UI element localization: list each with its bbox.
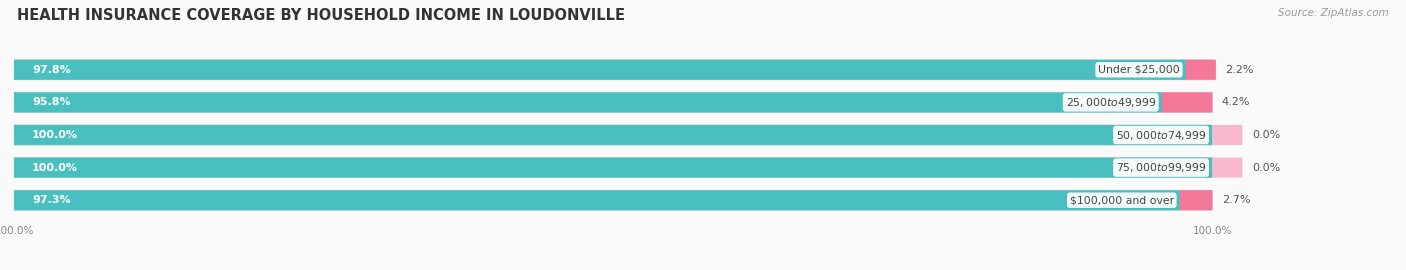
FancyBboxPatch shape xyxy=(14,158,1212,178)
Text: 100.0%: 100.0% xyxy=(32,163,77,173)
FancyBboxPatch shape xyxy=(14,125,1212,145)
Text: Under $25,000: Under $25,000 xyxy=(1098,65,1180,75)
FancyBboxPatch shape xyxy=(14,190,1212,210)
FancyBboxPatch shape xyxy=(1180,190,1212,210)
Text: 2.7%: 2.7% xyxy=(1222,195,1250,205)
FancyBboxPatch shape xyxy=(14,125,1212,145)
FancyBboxPatch shape xyxy=(1161,92,1212,112)
Text: $50,000 to $74,999: $50,000 to $74,999 xyxy=(1116,129,1206,141)
Text: 97.3%: 97.3% xyxy=(32,195,70,205)
Text: 95.8%: 95.8% xyxy=(32,97,70,107)
Text: $25,000 to $49,999: $25,000 to $49,999 xyxy=(1066,96,1156,109)
Text: $75,000 to $99,999: $75,000 to $99,999 xyxy=(1116,161,1206,174)
Text: HEALTH INSURANCE COVERAGE BY HOUSEHOLD INCOME IN LOUDONVILLE: HEALTH INSURANCE COVERAGE BY HOUSEHOLD I… xyxy=(17,8,624,23)
FancyBboxPatch shape xyxy=(14,92,1161,112)
Text: 4.2%: 4.2% xyxy=(1222,97,1250,107)
FancyBboxPatch shape xyxy=(14,60,1185,80)
Text: 100.0%: 100.0% xyxy=(32,130,77,140)
Text: 2.2%: 2.2% xyxy=(1226,65,1254,75)
FancyBboxPatch shape xyxy=(14,60,1212,80)
FancyBboxPatch shape xyxy=(1185,60,1216,80)
Text: 0.0%: 0.0% xyxy=(1251,130,1279,140)
FancyBboxPatch shape xyxy=(14,190,1180,210)
FancyBboxPatch shape xyxy=(14,92,1212,112)
Text: 0.0%: 0.0% xyxy=(1251,163,1279,173)
FancyBboxPatch shape xyxy=(14,158,1212,178)
Text: Source: ZipAtlas.com: Source: ZipAtlas.com xyxy=(1278,8,1389,18)
Text: 97.8%: 97.8% xyxy=(32,65,70,75)
FancyBboxPatch shape xyxy=(1212,158,1243,178)
FancyBboxPatch shape xyxy=(1212,125,1243,145)
Text: $100,000 and over: $100,000 and over xyxy=(1070,195,1174,205)
